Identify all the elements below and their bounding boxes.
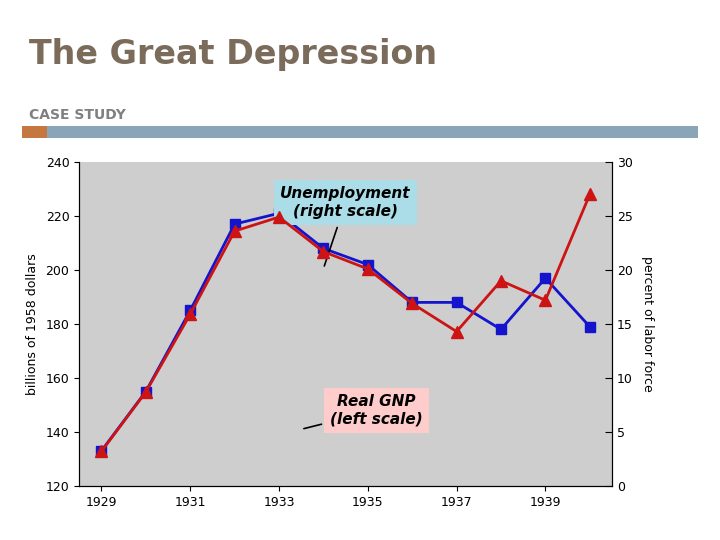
Text: Unemployment
(right scale): Unemployment (right scale) (280, 186, 411, 266)
Text: Real GNP
(left scale): Real GNP (left scale) (304, 394, 423, 429)
Text: The Great Depression: The Great Depression (29, 38, 437, 71)
Y-axis label: billions of 1958 dollars: billions of 1958 dollars (26, 253, 39, 395)
Y-axis label: percent of labor force: percent of labor force (641, 256, 654, 392)
Text: CASE STUDY: CASE STUDY (29, 108, 126, 122)
